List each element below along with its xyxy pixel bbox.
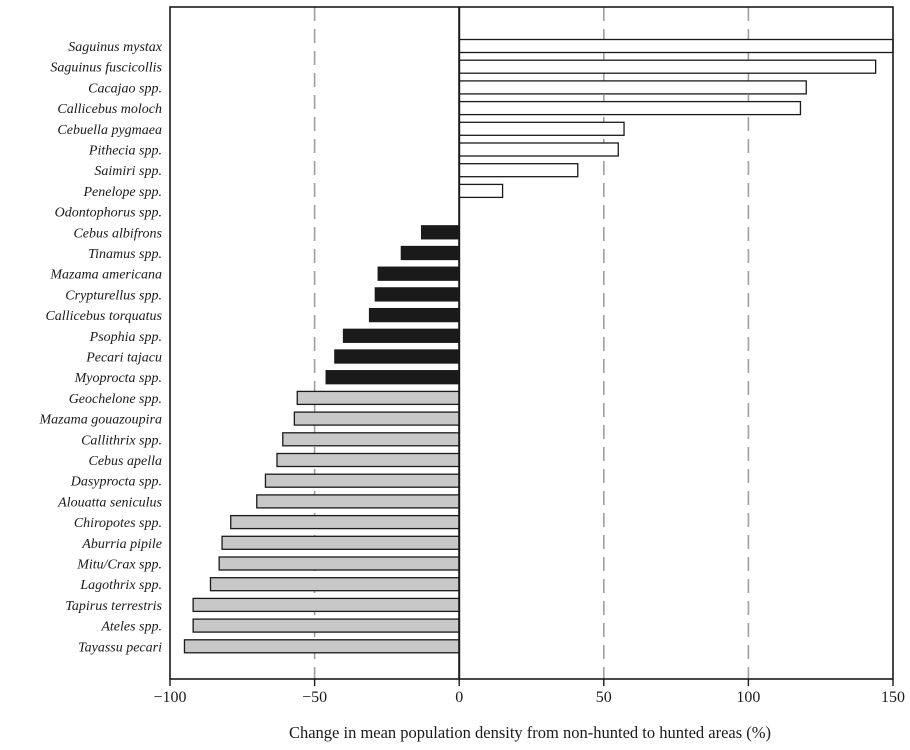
species-label: Lagothrix spp. bbox=[79, 578, 162, 593]
species-label: Aburria pipile bbox=[81, 537, 162, 552]
species-label: Callicebus moloch bbox=[57, 102, 162, 117]
bar-28 bbox=[192, 618, 460, 633]
x-tick-label: 0 bbox=[455, 689, 463, 706]
bar-1 bbox=[458, 59, 877, 74]
species-labels: Saguinus mystax Saguinus fuscicollis Cacaj… bbox=[38, 40, 162, 655]
species-label: Cacajao spp. bbox=[88, 81, 162, 96]
bar-3 bbox=[458, 100, 802, 116]
x-tick-label: 50 bbox=[596, 689, 612, 706]
species-label: Callithrix spp. bbox=[81, 433, 162, 448]
species-label: Cebuella pygmaea bbox=[57, 123, 162, 138]
bar-25 bbox=[218, 556, 460, 571]
species-label: Cebus albifrons bbox=[73, 226, 162, 241]
bar-20 bbox=[276, 452, 460, 468]
bar-7 bbox=[458, 183, 504, 199]
species-label: Tinamus spp. bbox=[88, 247, 162, 262]
x-tick-label: −100 bbox=[153, 689, 186, 706]
x-tick-label: −50 bbox=[302, 689, 327, 706]
bar-27 bbox=[192, 597, 460, 613]
species-label: Tapirus terrestris bbox=[65, 599, 162, 614]
x-tick-label: 150 bbox=[881, 689, 905, 706]
bar-0 bbox=[458, 38, 894, 54]
bar-29 bbox=[183, 639, 460, 654]
species-label: Penelope spp. bbox=[82, 185, 162, 200]
species-label: Mitu/Crax spp. bbox=[76, 558, 162, 573]
species-label: Pithecia spp. bbox=[88, 144, 162, 159]
bar-17 bbox=[296, 390, 460, 406]
x-axis-ticks: −100 −50 0 50 100 150 bbox=[153, 679, 905, 706]
bar-18 bbox=[293, 411, 460, 426]
bar-23 bbox=[230, 514, 460, 530]
bar-5 bbox=[458, 142, 619, 157]
species-label: Pecari tajacu bbox=[85, 351, 162, 366]
species-label: Mazama americana bbox=[49, 268, 162, 283]
bar-22 bbox=[256, 494, 460, 509]
species-label: Alouatta seniculus bbox=[57, 495, 162, 510]
species-label: Mazama gouazoupira bbox=[38, 413, 162, 428]
bars bbox=[183, 38, 894, 654]
species-label: Saguinus fuscicollis bbox=[50, 61, 162, 76]
bar-4 bbox=[458, 121, 625, 136]
x-tick-label: 100 bbox=[736, 689, 760, 706]
species-label: Myoprocta spp. bbox=[74, 371, 162, 386]
bar-11 bbox=[377, 266, 460, 281]
bar-15 bbox=[334, 349, 460, 364]
bar-10 bbox=[400, 245, 460, 261]
bar-12 bbox=[374, 287, 460, 302]
bar-26 bbox=[209, 577, 460, 592]
species-label: Geochelone spp. bbox=[69, 392, 162, 407]
x-axis-title: Change in mean population density from n… bbox=[289, 723, 771, 742]
species-label: Ateles spp. bbox=[100, 620, 162, 635]
bar-14 bbox=[342, 328, 460, 343]
bar-9 bbox=[420, 225, 460, 240]
bar-24 bbox=[221, 535, 460, 550]
species-label: Chiropotes spp. bbox=[74, 516, 162, 531]
species-label: Crypturellus spp. bbox=[65, 288, 162, 303]
species-label: Psophia spp. bbox=[89, 330, 162, 345]
plot-frame bbox=[169, 6, 894, 680]
species-label: Tayassu pecari bbox=[78, 640, 162, 655]
species-label: Odontophorus spp. bbox=[55, 206, 162, 221]
species-label: Callicebus torquatus bbox=[45, 309, 162, 324]
species-label: Saguinus mystax bbox=[68, 40, 163, 55]
bar-21 bbox=[264, 473, 460, 488]
bar-2 bbox=[458, 80, 807, 95]
species-label: Dasyprocta spp. bbox=[70, 475, 162, 490]
bar-6 bbox=[458, 163, 579, 178]
bar-19 bbox=[282, 432, 460, 447]
bar-16 bbox=[325, 370, 460, 385]
species-label: Saimiri spp. bbox=[94, 164, 162, 179]
species-label: Cebus apella bbox=[89, 454, 163, 469]
bar-13 bbox=[368, 307, 460, 323]
